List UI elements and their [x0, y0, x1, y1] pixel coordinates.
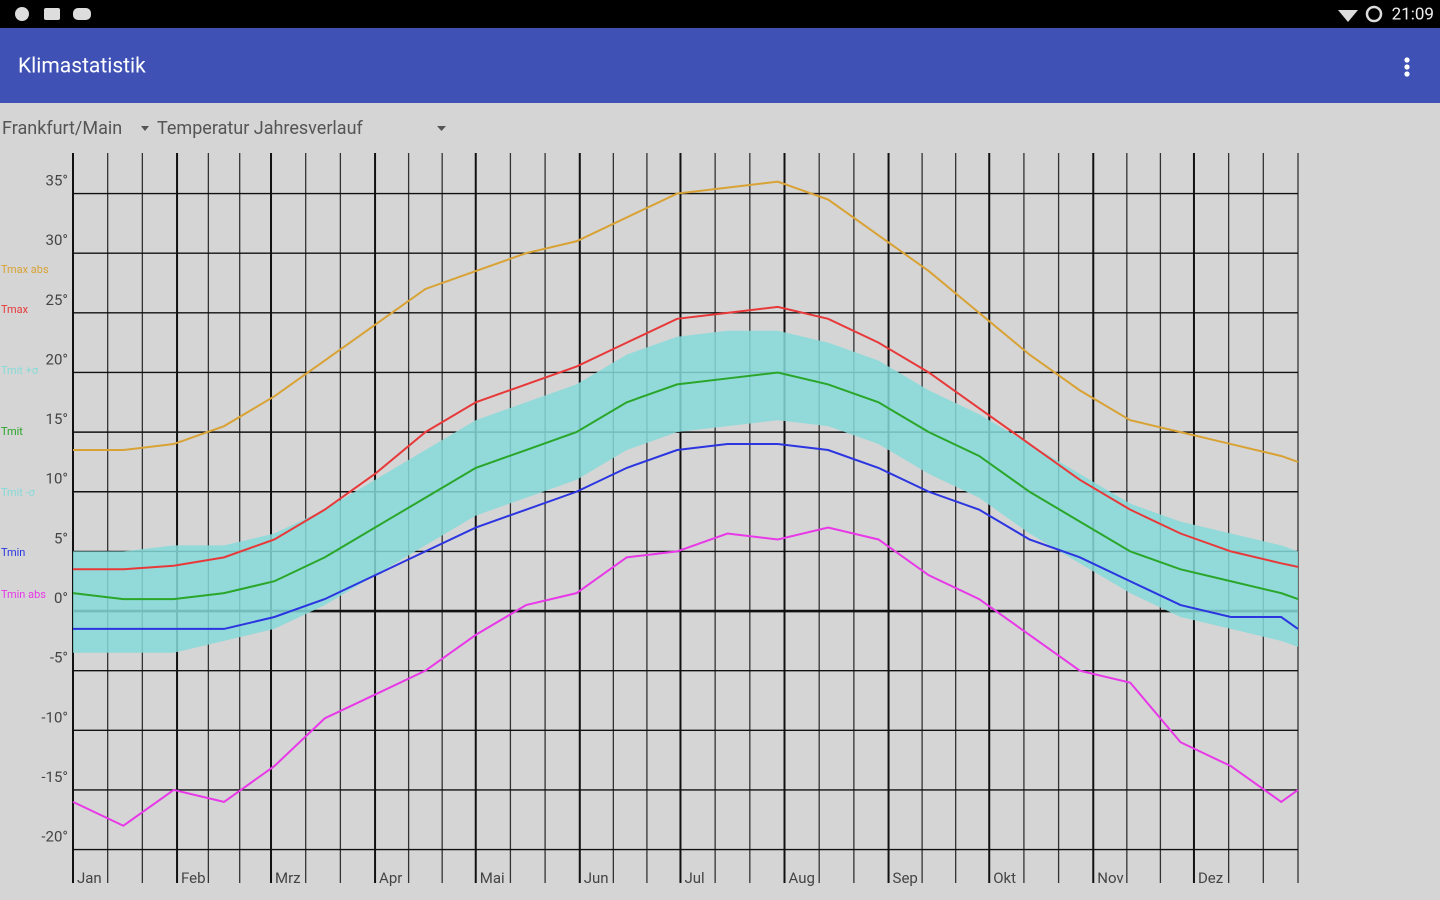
location-spinner[interactable]: Frankfurt/Main	[2, 118, 149, 139]
x-tick-label: Mai	[480, 869, 505, 887]
series-line	[73, 305, 1299, 571]
status-icons	[15, 5, 1383, 23]
series-line	[72, 371, 1299, 601]
x-tick-label: Nov	[1097, 869, 1123, 887]
x-tick-label: Okt	[993, 869, 1016, 887]
y-tick-label: 25°	[46, 291, 68, 309]
app-bar	[0, 28, 1440, 103]
spinner-text: Temperatur Jahresverlauf	[157, 118, 364, 139]
y-tick-label: 30°	[46, 231, 68, 249]
x-tick-label: Jan	[77, 869, 102, 887]
x-tick-label: Aug	[789, 869, 815, 887]
status-bar	[0, 0, 1440, 28]
legend-label: Tmit	[1, 425, 23, 438]
y-tick-label: -20°	[41, 828, 68, 846]
legend-label: Tmit +σ	[1, 364, 39, 377]
spinner-arrow	[437, 126, 446, 131]
y-tick-label: 35°	[46, 172, 68, 190]
x-tick-label: Jul	[684, 869, 704, 887]
legend-label: Tmin	[1, 546, 25, 559]
series-line	[72, 526, 1299, 827]
series-line	[73, 180, 1299, 463]
y-tick-label: -10°	[41, 708, 68, 726]
y-tick-label: 10°	[46, 470, 68, 488]
y-tick-label: 20°	[46, 350, 68, 368]
view-spinner[interactable]: Temperatur Jahresverlauf	[157, 118, 446, 139]
y-tick-label: 5°	[54, 529, 68, 547]
x-tick-label: Mrz	[275, 869, 301, 887]
series-line	[73, 443, 1299, 630]
legend-label: Tmit -σ	[1, 486, 36, 499]
spinner-arrow	[141, 126, 149, 131]
legend-label: Tmin abs	[1, 588, 46, 601]
y-tick-label: 15°	[46, 410, 68, 428]
x-tick-label: Feb	[181, 869, 206, 887]
y-tick-label: -15°	[41, 768, 68, 786]
legend-label: Tmax	[1, 303, 29, 316]
x-tick-label: Sep	[893, 869, 918, 887]
x-tick-label: Apr	[379, 869, 402, 887]
legend-label: Tmax abs	[1, 263, 49, 276]
y-tick-label: 0°	[54, 589, 68, 607]
x-tick-label: Dez	[1198, 869, 1223, 887]
y-tick-label: -5°	[50, 649, 68, 667]
content	[0, 103, 1440, 900]
spinner-text: Frankfurt/Main	[2, 118, 122, 139]
chart: Jan Feb Mrz Apr Mai Jun Jul Aug Sep Okt Nov Dez 35° 3…	[1, 153, 1299, 887]
x-tick-label: Jun	[584, 869, 609, 887]
app-title: Klimastatistik	[18, 55, 146, 79]
overflow-menu[interactable]	[1404, 57, 1410, 77]
status-time: 21:09	[1392, 4, 1434, 24]
